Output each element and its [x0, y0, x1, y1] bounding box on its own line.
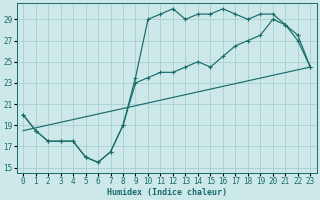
X-axis label: Humidex (Indice chaleur): Humidex (Indice chaleur)	[107, 188, 227, 197]
